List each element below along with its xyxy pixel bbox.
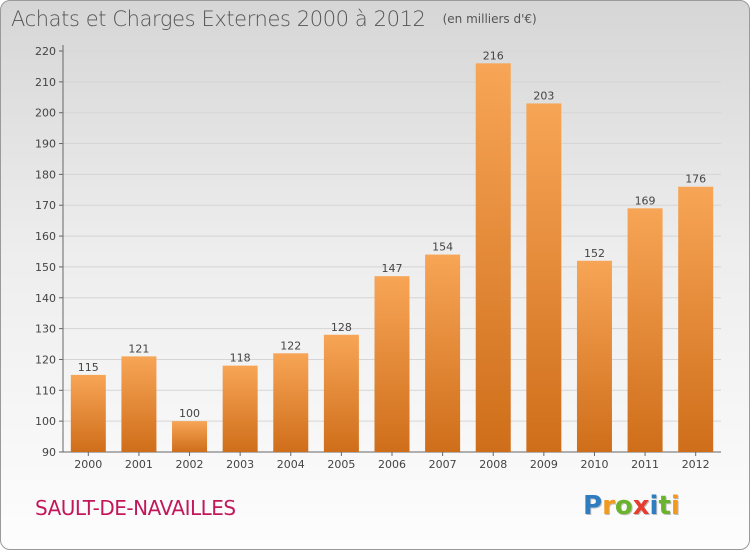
chart-unit: (en milliers d'€) [442,12,537,26]
y-tick-label: 220 [35,45,56,58]
bar-2004 [273,353,309,452]
y-tick-label: 200 [35,107,56,120]
x-tick-label: 2003 [226,458,254,471]
x-tick-label: 2006 [378,458,406,471]
data-label: 203 [533,89,554,102]
x-tick-label: 2009 [530,458,558,471]
x-tick-label: 2004 [277,458,305,471]
data-label: 121 [128,342,149,355]
bar-2010 [576,260,612,452]
data-label: 115 [78,361,99,374]
data-label: 147 [382,262,403,275]
data-label: 176 [685,173,706,186]
y-tick-label: 90 [42,446,56,459]
data-label: 128 [331,321,352,334]
bar-2005 [323,334,359,452]
logo-letter: t [658,491,671,521]
logo-letter: i [649,491,659,521]
data-label: 152 [584,247,605,260]
x-tick-label: 2010 [580,458,608,471]
y-tick-label: 180 [35,168,56,181]
y-tick-label: 140 [35,292,56,305]
x-tick-label: 2012 [682,458,710,471]
bar-2009 [526,103,562,452]
data-label: 216 [483,49,504,62]
data-labels: 115 121 100 118 122 128 147 154 216 203 152 169 176 [78,49,706,420]
bar-2001 [121,356,157,452]
y-tick-label: 210 [35,76,56,89]
y-tick-label: 160 [35,230,56,243]
data-label: 122 [280,339,301,352]
y-tick-label: 120 [35,353,56,366]
x-tick-label: 2007 [429,458,457,471]
y-tick-label: 110 [35,384,56,397]
logo-letter: r [602,491,615,521]
bar-2006 [374,276,410,452]
bar-2008 [475,63,511,452]
data-label: 118 [230,352,251,365]
x-tick-label: 2008 [479,458,507,471]
y-tick-label: 130 [35,323,56,336]
bar-2007 [425,254,461,452]
x-tick-label: 2011 [631,458,659,471]
y-tick-label: 100 [35,415,56,428]
data-label: 100 [179,407,200,420]
y-tick-label: 170 [35,199,56,212]
data-label: 169 [635,194,656,207]
x-tick-label: 2001 [125,458,153,471]
y-tick-label: 190 [35,138,56,151]
x-tick-label: 2000 [74,458,102,471]
bar-2012 [678,186,714,452]
proxiti-logo: Proxiti [583,491,680,521]
bar-2003 [222,365,258,452]
bar-2002 [172,421,208,452]
x-tick-label: 2005 [327,458,355,471]
chart-title: Achats et Charges Externes 2000 à 2012 [11,7,426,31]
x-tick-label: 2002 [176,458,204,471]
logo-letter: x [632,491,650,521]
bar-2000 [70,374,106,452]
chart-title-block: Achats et Charges Externes 2000 à 2012 (… [11,7,537,31]
y-tick-label: 150 [35,261,56,274]
bar-2011 [627,208,663,452]
commune-name: SAULT-DE-NAVAILLES [35,496,236,520]
bars [70,63,714,452]
data-label: 154 [432,241,453,254]
logo-letter: P [583,491,603,521]
logo-letter: i [670,491,680,521]
logo-letter: o [614,491,633,521]
